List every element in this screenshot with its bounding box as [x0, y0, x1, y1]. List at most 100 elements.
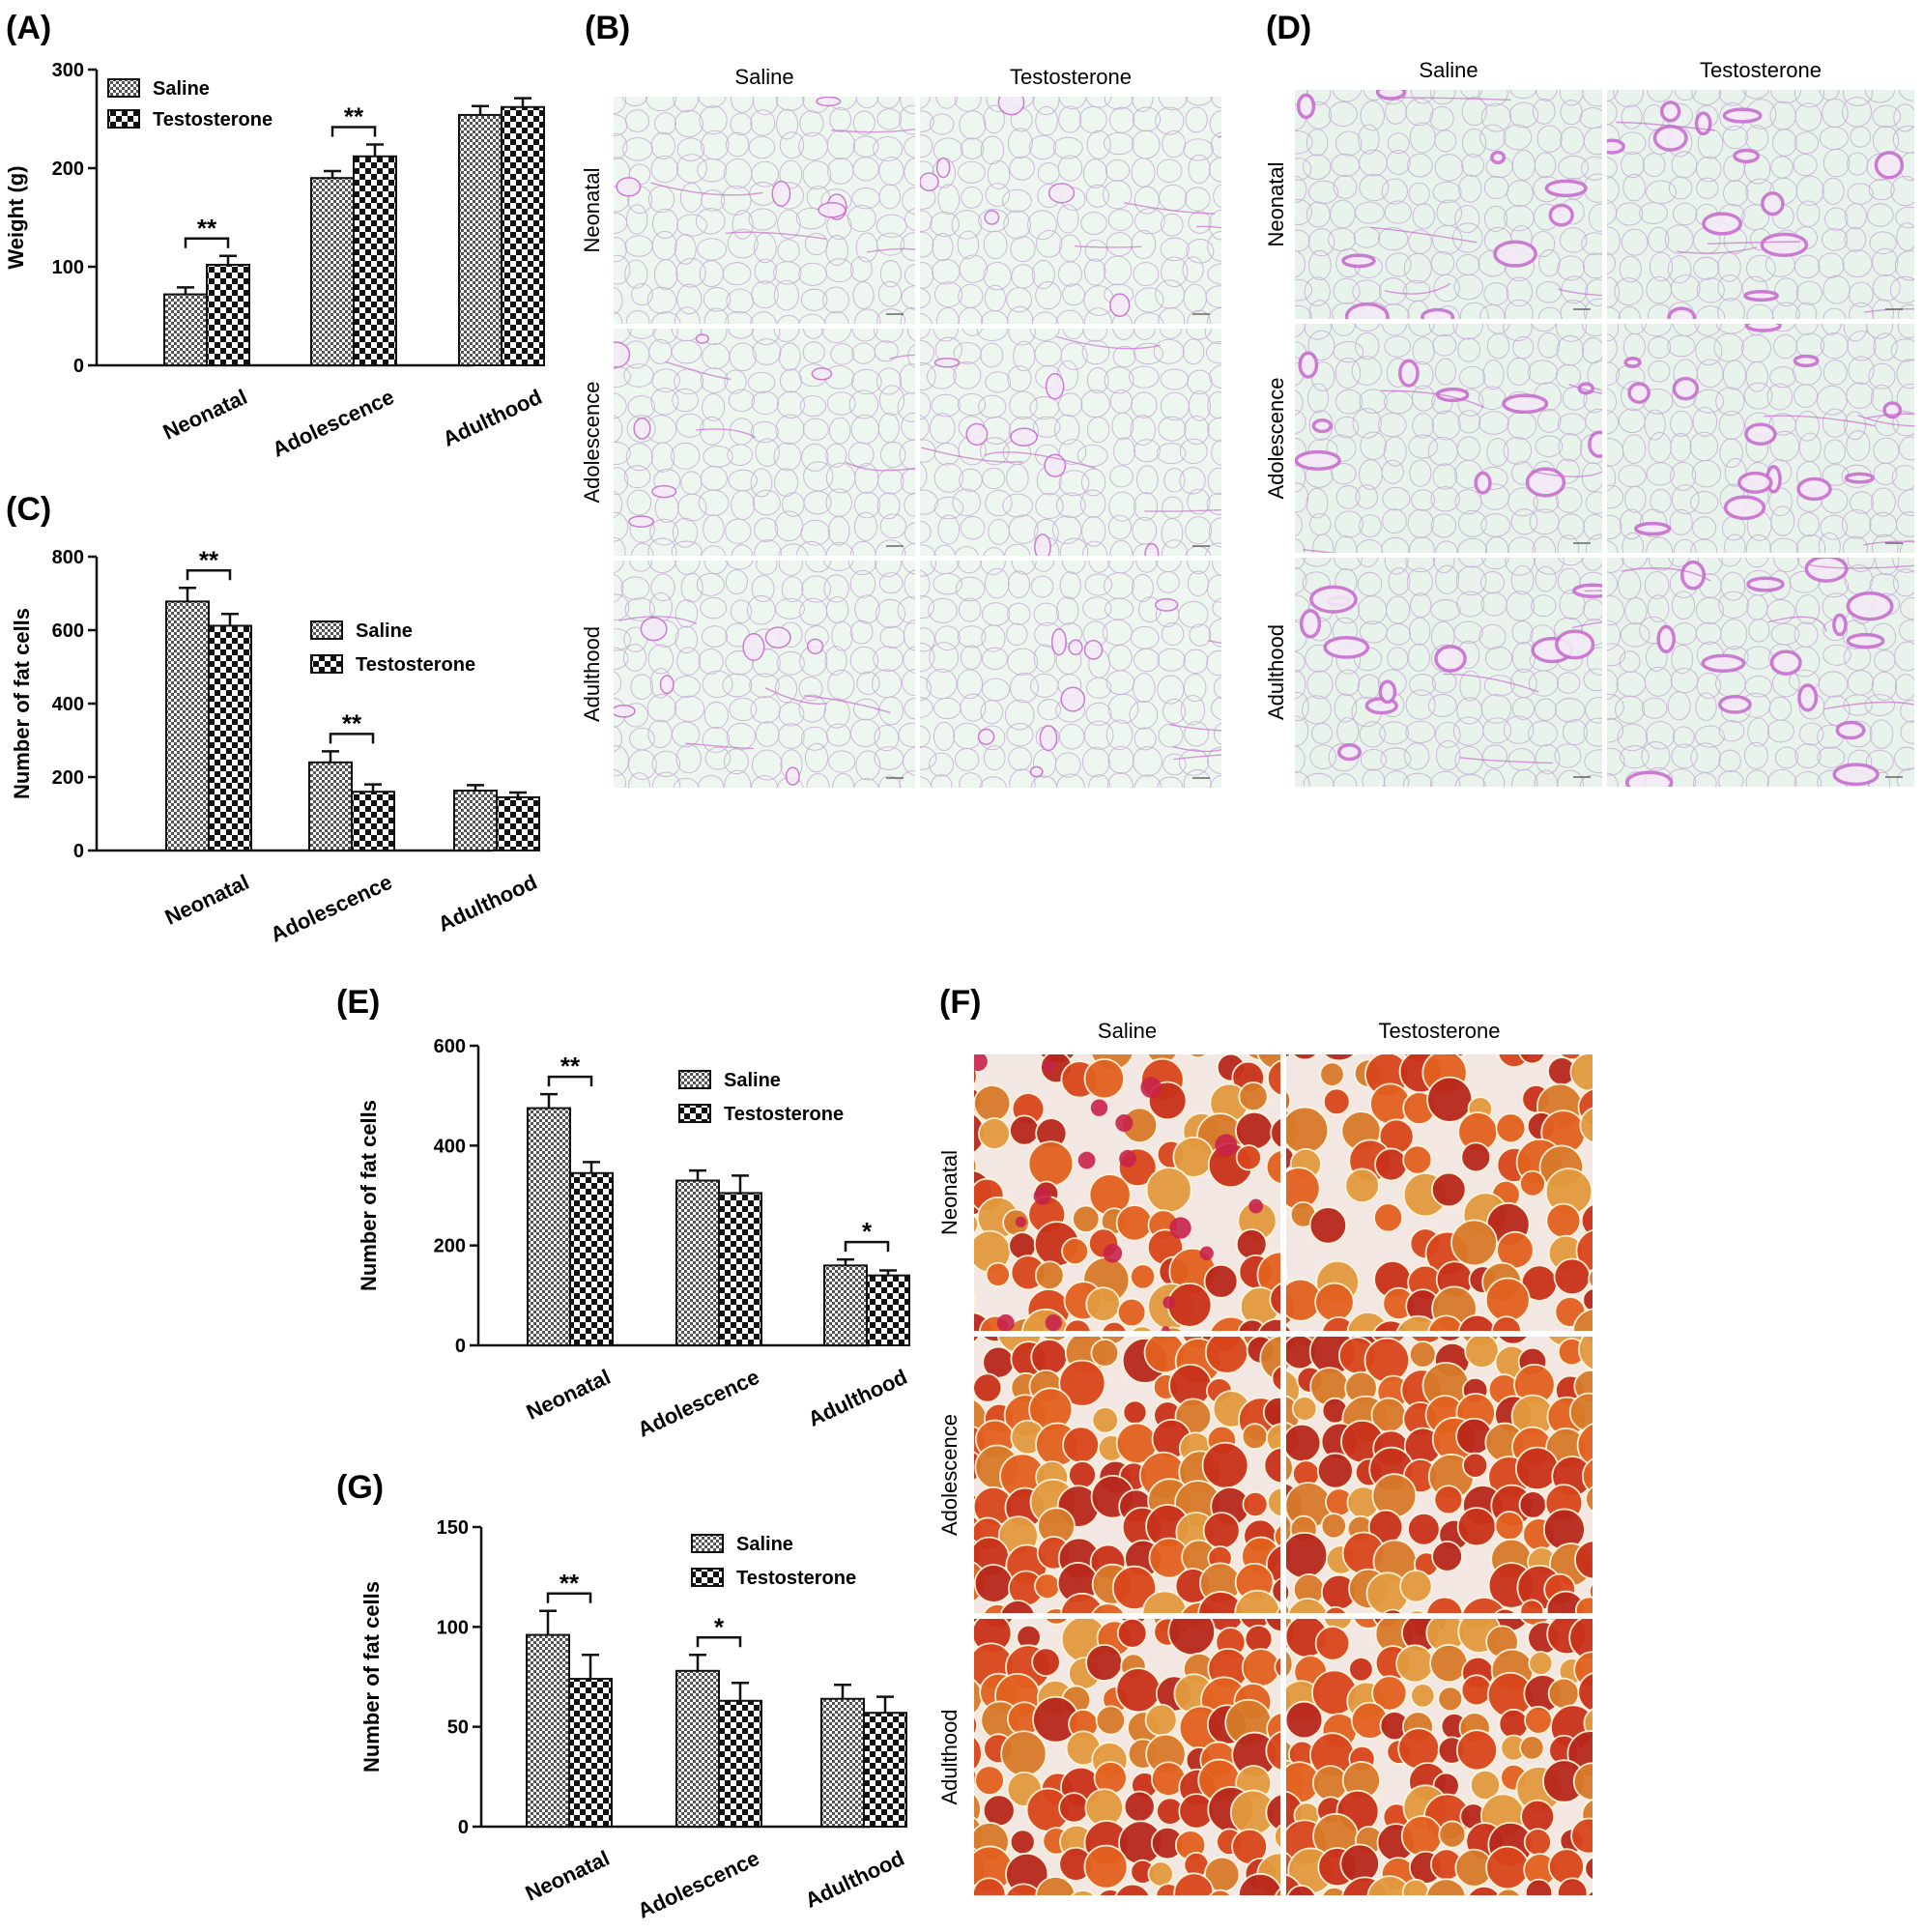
x-tick-label: Adulthood: [804, 1365, 910, 1431]
grid-column-label: Saline: [734, 65, 793, 89]
y-axis-label: Number of fat cells: [357, 1100, 381, 1291]
micrograph-adolescence-saline: [1295, 324, 1602, 553]
x-tick-label: Adolescence: [634, 1365, 763, 1442]
y-axis-label: Weight (g): [4, 165, 28, 269]
y-tick-label: 0: [458, 1817, 469, 1838]
significance-mark: **: [560, 1052, 581, 1081]
significance-bracket: [330, 126, 377, 137]
micrograph-adolescence-saline: [614, 329, 915, 556]
x-tick-label: Adolescence: [269, 385, 398, 462]
bar-testosterone-adolescence: [351, 791, 395, 852]
micrograph-neonatal-saline: [614, 97, 915, 324]
micrograph-neonatal-saline: [974, 1054, 1280, 1331]
significance-bracket: [329, 733, 375, 744]
bar-saline-neonatal: [163, 293, 208, 366]
bar-saline-neonatal: [526, 1633, 570, 1828]
micrograph-neonatal-testosterone: [1607, 90, 1914, 319]
significance-mark: **: [344, 102, 364, 131]
micrograph-adulthood-saline: [974, 1619, 1280, 1895]
y-tick-label: 300: [52, 60, 84, 81]
micrograph-adolescence-saline: [974, 1337, 1280, 1613]
y-tick-label: 400: [52, 694, 84, 715]
bar-saline-neonatal: [165, 600, 210, 851]
y-tick-label: 200: [434, 1236, 466, 1257]
y-tick-label: 0: [455, 1336, 466, 1357]
chart-c-fat-cells: 0 200 400 600 800 Number of fat cells Neonatal…: [10, 545, 541, 947]
bar-testosterone-adulthood: [496, 795, 540, 852]
x-tick-label: Neonatal: [522, 1846, 614, 1906]
y-axis-label: Number of fat cells: [10, 608, 34, 799]
bar-testosterone-adulthood: [863, 1712, 907, 1828]
chart-g-fat-cells: 0 50 100 150 Number of fat cells Neonatal ** Ad…: [359, 1517, 908, 1923]
chart-e-fat-cells: 0 200 400 600 Number of fat cells Neonatal ** A…: [357, 1036, 911, 1442]
y-tick-label: 150: [437, 1517, 469, 1539]
x-tick-label: Neonatal: [159, 385, 251, 445]
micrograph-adulthood-testosterone: [1607, 558, 1914, 787]
legend-label-testosterone: Testosterone: [153, 109, 273, 130]
legend-swatch-saline: [678, 1070, 711, 1089]
micrograph-adulthood-testosterone: [920, 561, 1221, 788]
x-tick-label: Adulthood: [439, 385, 545, 451]
image-grid-d: Saline Testosterone Neonatal Adolescence Adu…: [1264, 58, 1914, 787]
micrograph-adulthood-saline: [1295, 558, 1602, 787]
x-tick-label: Neonatal: [523, 1365, 615, 1425]
panel-label-c: (C): [6, 491, 51, 528]
significance-bracket: [546, 1592, 592, 1603]
micrograph-neonatal-saline: [1295, 90, 1602, 319]
significance-mark: **: [342, 708, 362, 737]
micrograph-adolescence-testosterone: [1607, 324, 1914, 553]
panel-label-d: (D): [1266, 10, 1311, 46]
legend-label-saline: Saline: [356, 620, 413, 642]
grid-row-label: Neonatal: [937, 1150, 962, 1235]
y-tick-label: 600: [434, 1036, 466, 1057]
grid-row-label: Adolescence: [580, 382, 604, 504]
grid-column-label: Testosterone: [1010, 65, 1132, 89]
image-grid-f: Saline Testosterone Neonatal Adolescence Adu…: [937, 1019, 1593, 1895]
bar-testosterone-adulthood: [866, 1274, 910, 1346]
y-tick-label: 0: [73, 356, 84, 377]
significance-mark: **: [199, 545, 219, 574]
significance-bracket: [844, 1240, 890, 1253]
bar-testosterone-adulthood: [501, 105, 545, 366]
legend-swatch-saline: [107, 78, 140, 98]
panel-label-a: (A): [6, 10, 51, 46]
bar-testosterone-neonatal: [569, 1171, 614, 1346]
significance-bracket: [547, 1075, 593, 1087]
bar-saline-adolescence: [675, 1179, 720, 1346]
y-tick-label: 100: [437, 1617, 469, 1638]
legend-swatch-testosterone: [310, 654, 343, 674]
micrograph-adulthood-testosterone: [1286, 1619, 1593, 1895]
y-tick-label: 200: [52, 767, 84, 789]
panel-label-e: (E): [336, 984, 380, 1021]
bar-testosterone-neonatal: [206, 263, 250, 366]
panel-label-f: (F): [939, 984, 981, 1021]
bar-testosterone-adolescence: [353, 155, 397, 366]
bar-saline-adulthood: [820, 1697, 865, 1828]
panel-label-g: (G): [336, 1469, 384, 1506]
grid-row-label: Neonatal: [580, 167, 604, 252]
image-grid-b: Saline Testosterone Neonatal Adolescence Adu…: [580, 65, 1221, 788]
legend-label-testosterone: Testosterone: [724, 1104, 844, 1125]
legend-label-testosterone: Testosterone: [356, 654, 475, 676]
legend-label-testosterone: Testosterone: [736, 1568, 856, 1589]
grid-row-label: Adulthood: [1264, 624, 1288, 720]
grid-row-label: Neonatal: [1264, 161, 1288, 246]
bar-testosterone-neonatal: [568, 1678, 613, 1828]
grid-row-label: Adolescence: [1264, 378, 1288, 500]
bar-saline-adolescence: [308, 761, 353, 851]
grid-column-label: Testosterone: [1379, 1019, 1501, 1043]
grid-row-label: Adulthood: [937, 1709, 962, 1804]
x-tick-label: Adulthood: [434, 870, 540, 937]
y-tick-label: 50: [447, 1717, 469, 1739]
grid-column-label: Saline: [1419, 58, 1478, 82]
y-axis-label: Number of fat cells: [359, 1581, 384, 1773]
x-tick-label: Adolescence: [634, 1846, 763, 1923]
micrograph-adulthood-saline: [614, 561, 915, 788]
legend-swatch-saline: [691, 1534, 724, 1553]
grid-row-label: Adulthood: [580, 626, 604, 722]
y-tick-label: 0: [73, 841, 84, 862]
y-tick-label: 600: [52, 620, 84, 642]
panel-label-b: (B): [585, 10, 630, 46]
micrograph-adolescence-testosterone: [920, 329, 1221, 556]
